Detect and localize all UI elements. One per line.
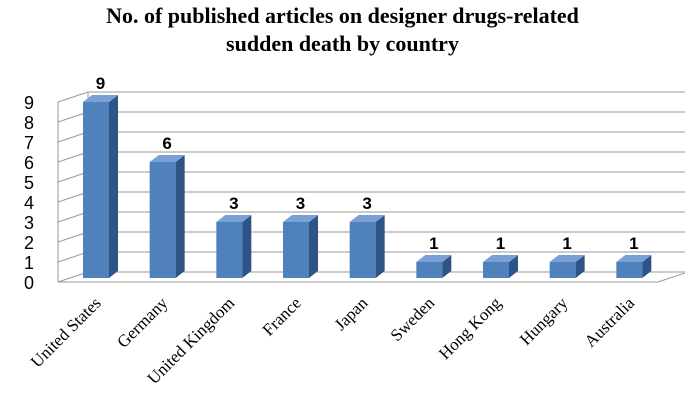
bar-side <box>442 255 452 278</box>
bar <box>216 222 243 278</box>
bar-top <box>283 215 318 222</box>
bar-side <box>375 215 385 278</box>
data-label: 3 <box>362 194 371 213</box>
category-label: Australia <box>581 293 639 351</box>
bar <box>616 262 643 278</box>
floor-right-edge <box>657 272 685 283</box>
bar-top <box>549 255 585 262</box>
category-label: United States <box>27 293 105 371</box>
bar <box>483 262 509 278</box>
bar-side <box>642 255 652 278</box>
bar <box>83 102 109 278</box>
bar-side <box>509 255 518 278</box>
bar-side <box>309 215 318 278</box>
category-label: France <box>259 293 305 339</box>
bar-top <box>149 155 185 162</box>
bar-side <box>175 155 185 278</box>
bar-side <box>109 95 118 278</box>
data-label: 9 <box>96 74 105 93</box>
bar-top <box>216 215 252 222</box>
y-tick-label: 1 <box>24 253 34 273</box>
category-label: Hong Kong <box>435 293 505 363</box>
category-label: Hungary <box>516 293 572 349</box>
y-tick-label: 3 <box>24 213 34 233</box>
bar <box>416 262 443 278</box>
chart-title-line-2: sudden death by country <box>226 31 459 56</box>
y-tick-label: 8 <box>24 113 34 133</box>
bar-side <box>575 255 585 278</box>
bar <box>149 162 176 278</box>
chart-title-line-1: No. of published articles on designer dr… <box>106 3 579 28</box>
data-label: 1 <box>629 234 638 253</box>
bars <box>83 95 652 278</box>
bar-top <box>83 95 118 102</box>
data-label: 1 <box>429 234 438 253</box>
category-label: Sweden <box>387 293 439 345</box>
y-tick-label: 7 <box>24 133 34 153</box>
chart-title: No. of published articles on designer dr… <box>0 2 685 58</box>
bar-top <box>616 255 652 262</box>
data-label: 3 <box>229 194 238 213</box>
bar <box>549 262 576 278</box>
data-label: 6 <box>162 134 171 153</box>
data-label: 3 <box>296 194 305 213</box>
y-tick-label: 4 <box>24 193 34 213</box>
y-tick-label: 5 <box>24 173 34 193</box>
bar <box>283 222 309 278</box>
bar-top <box>483 255 518 262</box>
data-label: 1 <box>562 234 571 253</box>
category-label: Germany <box>113 293 172 352</box>
bar-side <box>242 215 252 278</box>
bar-top <box>349 215 385 222</box>
gridline-depth <box>57 91 89 103</box>
y-tick-label: 2 <box>24 233 34 253</box>
y-tick-label: 9 <box>24 93 34 113</box>
bar <box>349 222 376 278</box>
bar-top <box>416 255 452 262</box>
category-label: Japan <box>331 293 372 334</box>
y-tick-label: 6 <box>24 153 34 173</box>
data-label: 1 <box>496 234 505 253</box>
y-tick-label: 0 <box>24 273 34 293</box>
